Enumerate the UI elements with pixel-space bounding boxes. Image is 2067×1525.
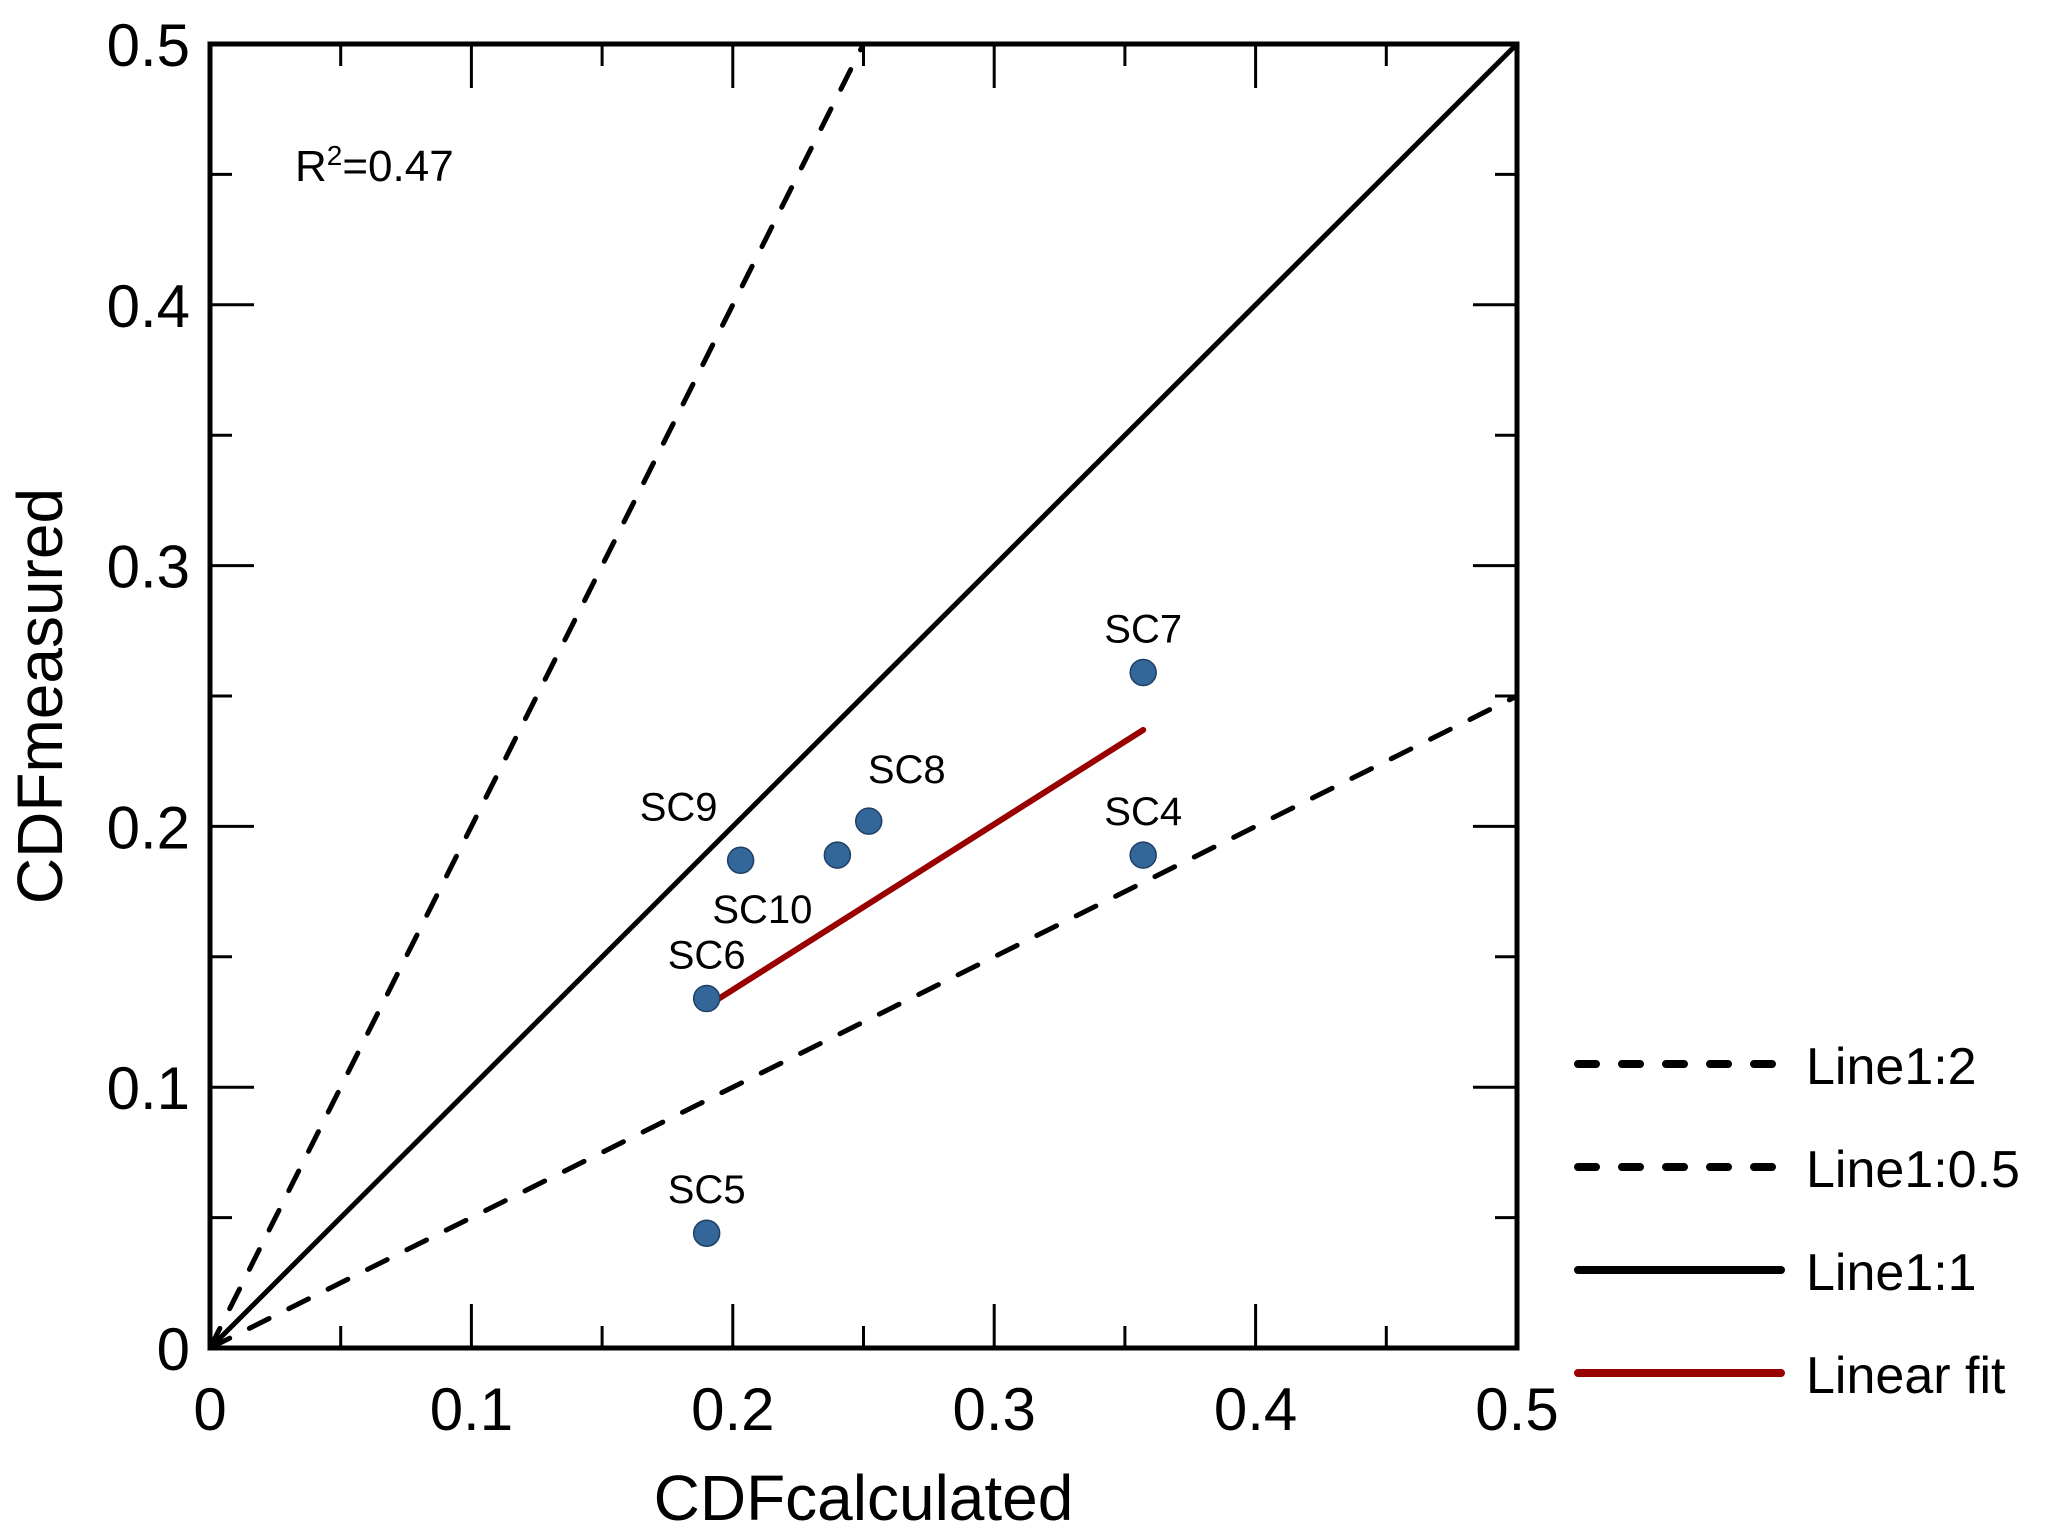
series-linear-fit xyxy=(703,726,1147,1010)
data-point-label: SC10 xyxy=(712,888,812,932)
x-tick-label: 0.3 xyxy=(952,1376,1035,1443)
series-line1-0-5 xyxy=(207,693,1520,1351)
annotation-value: =0.47 xyxy=(342,142,453,191)
annotation-superscript: 2 xyxy=(327,140,343,171)
data-point-sc8 xyxy=(854,807,883,835)
y-tick-label: 0 xyxy=(157,1316,190,1383)
data-point-label: SC5 xyxy=(668,1168,746,1212)
x-tick-label: 0.4 xyxy=(1214,1376,1297,1443)
data-point-label: SC8 xyxy=(868,748,946,792)
data-point-label: SC6 xyxy=(668,934,746,978)
legend-label: Line1:1 xyxy=(1806,1244,1977,1302)
legend-label: Linear fit xyxy=(1806,1347,2006,1405)
data-points: SC7 SC4 SC8 SC10 SC9 SC6 SC5 xyxy=(640,608,1182,1247)
annotation-r: R xyxy=(295,142,327,191)
y-axis-title: CDFmeasured xyxy=(4,488,76,904)
data-point-sc6 xyxy=(692,984,721,1013)
data-point-sc10 xyxy=(823,841,852,869)
series-line1-2 xyxy=(207,41,866,1351)
y-tick-label: 0.5 xyxy=(107,12,190,79)
x-tick-label: 0.2 xyxy=(691,1376,774,1443)
series-line1-1 xyxy=(207,41,1520,1351)
x-axis-title: CDFcalculated xyxy=(654,1462,1074,1525)
x-tick-label: 0.5 xyxy=(1475,1376,1558,1443)
data-point-sc4 xyxy=(1129,841,1157,869)
legend-label: Line1:0.5 xyxy=(1806,1141,2020,1199)
reference-lines xyxy=(207,41,1520,1351)
y-tick-label: 0.4 xyxy=(107,273,190,340)
data-point-sc5 xyxy=(692,1219,721,1247)
ticks: 0 0.1 0.2 0.3 0.4 0.5 0 0.1 0.2 0.3 0.4 0.5 xyxy=(107,12,1559,1443)
data-point-label: SC4 xyxy=(1104,790,1182,834)
data-point-label: SC7 xyxy=(1104,608,1182,652)
x-tick-label: 0 xyxy=(193,1376,226,1443)
x-tick-label: 0.1 xyxy=(430,1376,513,1443)
y-tick-label: 0.3 xyxy=(107,534,190,601)
data-point-sc7 xyxy=(1129,658,1157,687)
r-squared-annotation: R2=0.47 xyxy=(295,140,454,191)
y-tick-label: 0.1 xyxy=(107,1055,190,1122)
data-point-label: SC9 xyxy=(640,785,718,829)
y-tick-label: 0.2 xyxy=(107,794,190,861)
data-point-sc9 xyxy=(726,846,755,875)
legend: Line1:2 Line1:0.5 Line1:1 Linear fit xyxy=(1574,1038,2020,1405)
legend-label: Line1:2 xyxy=(1806,1038,1977,1096)
